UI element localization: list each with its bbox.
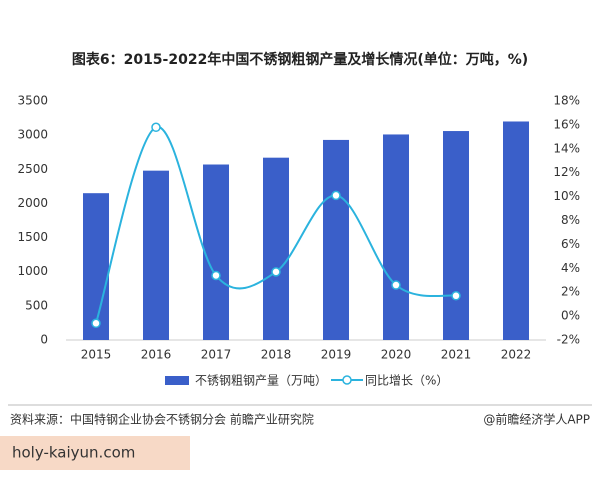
line-point	[331, 190, 341, 201]
legend-swatch	[342, 375, 352, 385]
credit: @前瞻经济学人APP	[483, 412, 590, 427]
line-point	[451, 291, 461, 301]
site: holy-kaiyun.com	[12, 444, 135, 462]
line-point	[271, 267, 281, 277]
bar	[503, 121, 529, 340]
bar	[143, 170, 169, 340]
y2-tick-label: 12%	[553, 165, 580, 179]
y-tick-label: 1500	[17, 230, 48, 244]
bar	[263, 157, 289, 340]
y2-tick-label: 2%	[561, 285, 580, 299]
bar	[323, 139, 349, 340]
chart-title: 图表6：2015-2022年中国不锈钢粗钢产量及增长情况(单位：万吨，%)	[72, 51, 528, 68]
y-tick-label: 2000	[17, 196, 48, 210]
y2-tick-label: -2%	[557, 333, 580, 347]
x-tick-label: 2018	[261, 348, 292, 362]
legend-label: 不锈钢粗钢产量（万吨）	[195, 374, 327, 388]
legend-swatch	[165, 376, 189, 385]
y2-tick-label: 14%	[553, 141, 580, 155]
site-badge	[0, 436, 190, 470]
x-tick-label: 2019	[321, 348, 352, 362]
y-tick-label: 3000	[17, 128, 48, 142]
bar	[443, 131, 469, 340]
line-point	[211, 270, 221, 281]
y-tick-label: 0	[40, 333, 48, 347]
y-tick-label: 500	[25, 298, 48, 312]
y2-tick-label: 18%	[553, 94, 580, 108]
bar	[203, 164, 229, 340]
line-point	[391, 280, 401, 290]
x-tick-label: 2022	[501, 348, 532, 362]
y2-tick-label: 16%	[553, 117, 580, 131]
y-tick-label: 2500	[17, 162, 48, 176]
bar	[83, 193, 109, 340]
x-tick-label: 2016	[141, 348, 172, 362]
y2-tick-label: 4%	[561, 261, 580, 275]
x-tick-label: 2021	[441, 348, 472, 362]
bar	[383, 134, 409, 340]
line-point	[91, 318, 101, 329]
y-tick-label: 3500	[17, 94, 48, 108]
x-tick-label: 2017	[201, 348, 232, 362]
line-point	[151, 122, 161, 133]
y2-tick-label: 0%	[561, 309, 580, 323]
y-tick-label: 1000	[17, 264, 48, 278]
x-tick-label: 2020	[381, 348, 412, 362]
source: 资料来源：中国特钢企业协会不锈钢分会 前瞻产业研究院	[10, 412, 314, 427]
legend-label: 同比增长（%）	[365, 374, 448, 388]
y2-tick-label: 10%	[553, 189, 580, 203]
y2-tick-label: 8%	[561, 213, 580, 227]
line	[95, 126, 457, 324]
x-tick-label: 2015	[81, 348, 112, 362]
y2-tick-label: 6%	[561, 237, 580, 251]
